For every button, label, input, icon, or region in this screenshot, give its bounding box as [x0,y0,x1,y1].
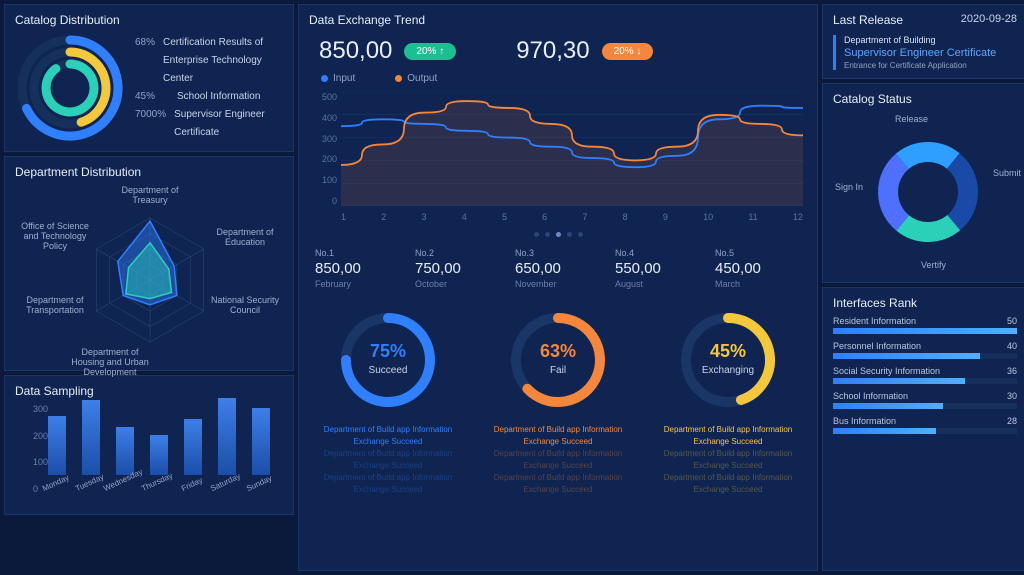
interfaces-rank-title: Interfaces Rank [833,296,1017,310]
bar-thursday: Thursday [147,435,171,494]
last-release-dept: Department of Building [844,35,1017,45]
data-exchange-trend-panel: Data Exchange Trend 850,00 20% ↑ 970,30 … [298,4,818,571]
catalog-status-chart: ReleaseSubmitVertifySign In [833,112,1017,272]
gauge-succeed: 75%SucceedDepartment of Build app Inform… [313,305,463,496]
rank-item: No.4550,00August [615,248,701,289]
last-release-date: 2020-09-28 [961,13,1017,25]
department-distribution-chart: Department of TreasuryDepartment of Educ… [15,185,283,365]
catalog-status-panel: Catalog Status ReleaseSubmitVertifySign … [822,83,1024,283]
svg-text:63%: 63% [540,341,576,361]
trend-ranking: No.1850,00February No.2750,00October No.36… [309,248,807,299]
data-sampling-panel: Data Sampling 3002001000 MondayTuesdayWe… [4,375,294,515]
legend-input: Input [321,73,355,84]
rank-item: No.1850,00February [315,248,401,289]
bar-sunday: Sunday [249,408,273,494]
ifrank-item: Social Security Information36 [833,366,1017,384]
catalog-distribution-title: Catalog Distribution [15,13,283,27]
catalog-distribution-panel: Catalog Distribution 68%Certification Re… [4,4,294,152]
bar-tuesday: Tuesday [79,400,103,494]
ifrank-item: Personnel Information40 [833,341,1017,359]
data-sampling-title: Data Sampling [15,384,283,398]
svg-text:75%: 75% [370,341,406,361]
last-release-title: Last Release [833,13,903,27]
catalog-distribution-legend: 68%Certification Results of Enterprise T… [135,34,283,142]
trend-gauges: 75%SucceedDepartment of Build app Inform… [309,299,807,500]
output-metric: 970,30 20% ↓ [516,37,653,65]
trend-line-chart: 5004003002001000 123456789101112 [313,92,803,222]
interfaces-rank-panel: Interfaces Rank Resident Information50 Pe… [822,287,1024,571]
output-value: 970,30 [516,37,589,65]
catalog-distribution-chart [15,33,125,143]
input-delta-pill: 20% ↑ [404,43,456,60]
bar-saturday: Saturday [215,398,239,494]
svg-text:45%: 45% [710,341,746,361]
interfaces-rank-list: Resident Information50 Personnel Informat… [833,316,1017,434]
legend-output: Output [395,73,437,84]
ifrank-item: Resident Information50 [833,316,1017,334]
svg-text:Exchanging: Exchanging [702,365,754,376]
bar-friday: Friday [181,419,205,494]
carousel-dots[interactable] [309,222,807,248]
rank-item: No.3650,00November [515,248,601,289]
rank-item: No.5450,00March [715,248,801,289]
department-distribution-title: Department Distribution [15,165,283,179]
ifrank-item: School Information30 [833,391,1017,409]
catalog-status-title: Catalog Status [833,92,1017,106]
data-sampling-chart: 3002001000 MondayTuesdayWednesdayThursda… [37,404,283,494]
gauge-exchanging: 45%ExchangingDepartment of Build app Inf… [653,305,803,496]
input-value: 850,00 [319,37,392,65]
svg-text:Fail: Fail [550,365,566,376]
ifrank-item: Bus Information28 [833,416,1017,434]
data-exchange-trend-title: Data Exchange Trend [309,13,807,27]
last-release-desc: Entrance for Certificate Application [844,61,1017,70]
last-release-cert: Supervisor Engineer Certificate [844,47,1017,59]
rank-item: No.2750,00October [415,248,501,289]
gauge-fail: 63%FailDepartment of Build app Informati… [483,305,633,496]
last-release-panel: Last Release 2020-09-28 Department of Bu… [822,4,1024,79]
input-metric: 850,00 20% ↑ [319,37,456,65]
department-distribution-panel: Department Distribution Department of Tr… [4,156,294,371]
bar-wednesday: Wednesday [113,427,137,494]
bar-monday: Monday [45,416,69,494]
output-delta-pill: 20% ↓ [602,43,654,60]
svg-text:Succeed: Succeed [369,365,408,376]
